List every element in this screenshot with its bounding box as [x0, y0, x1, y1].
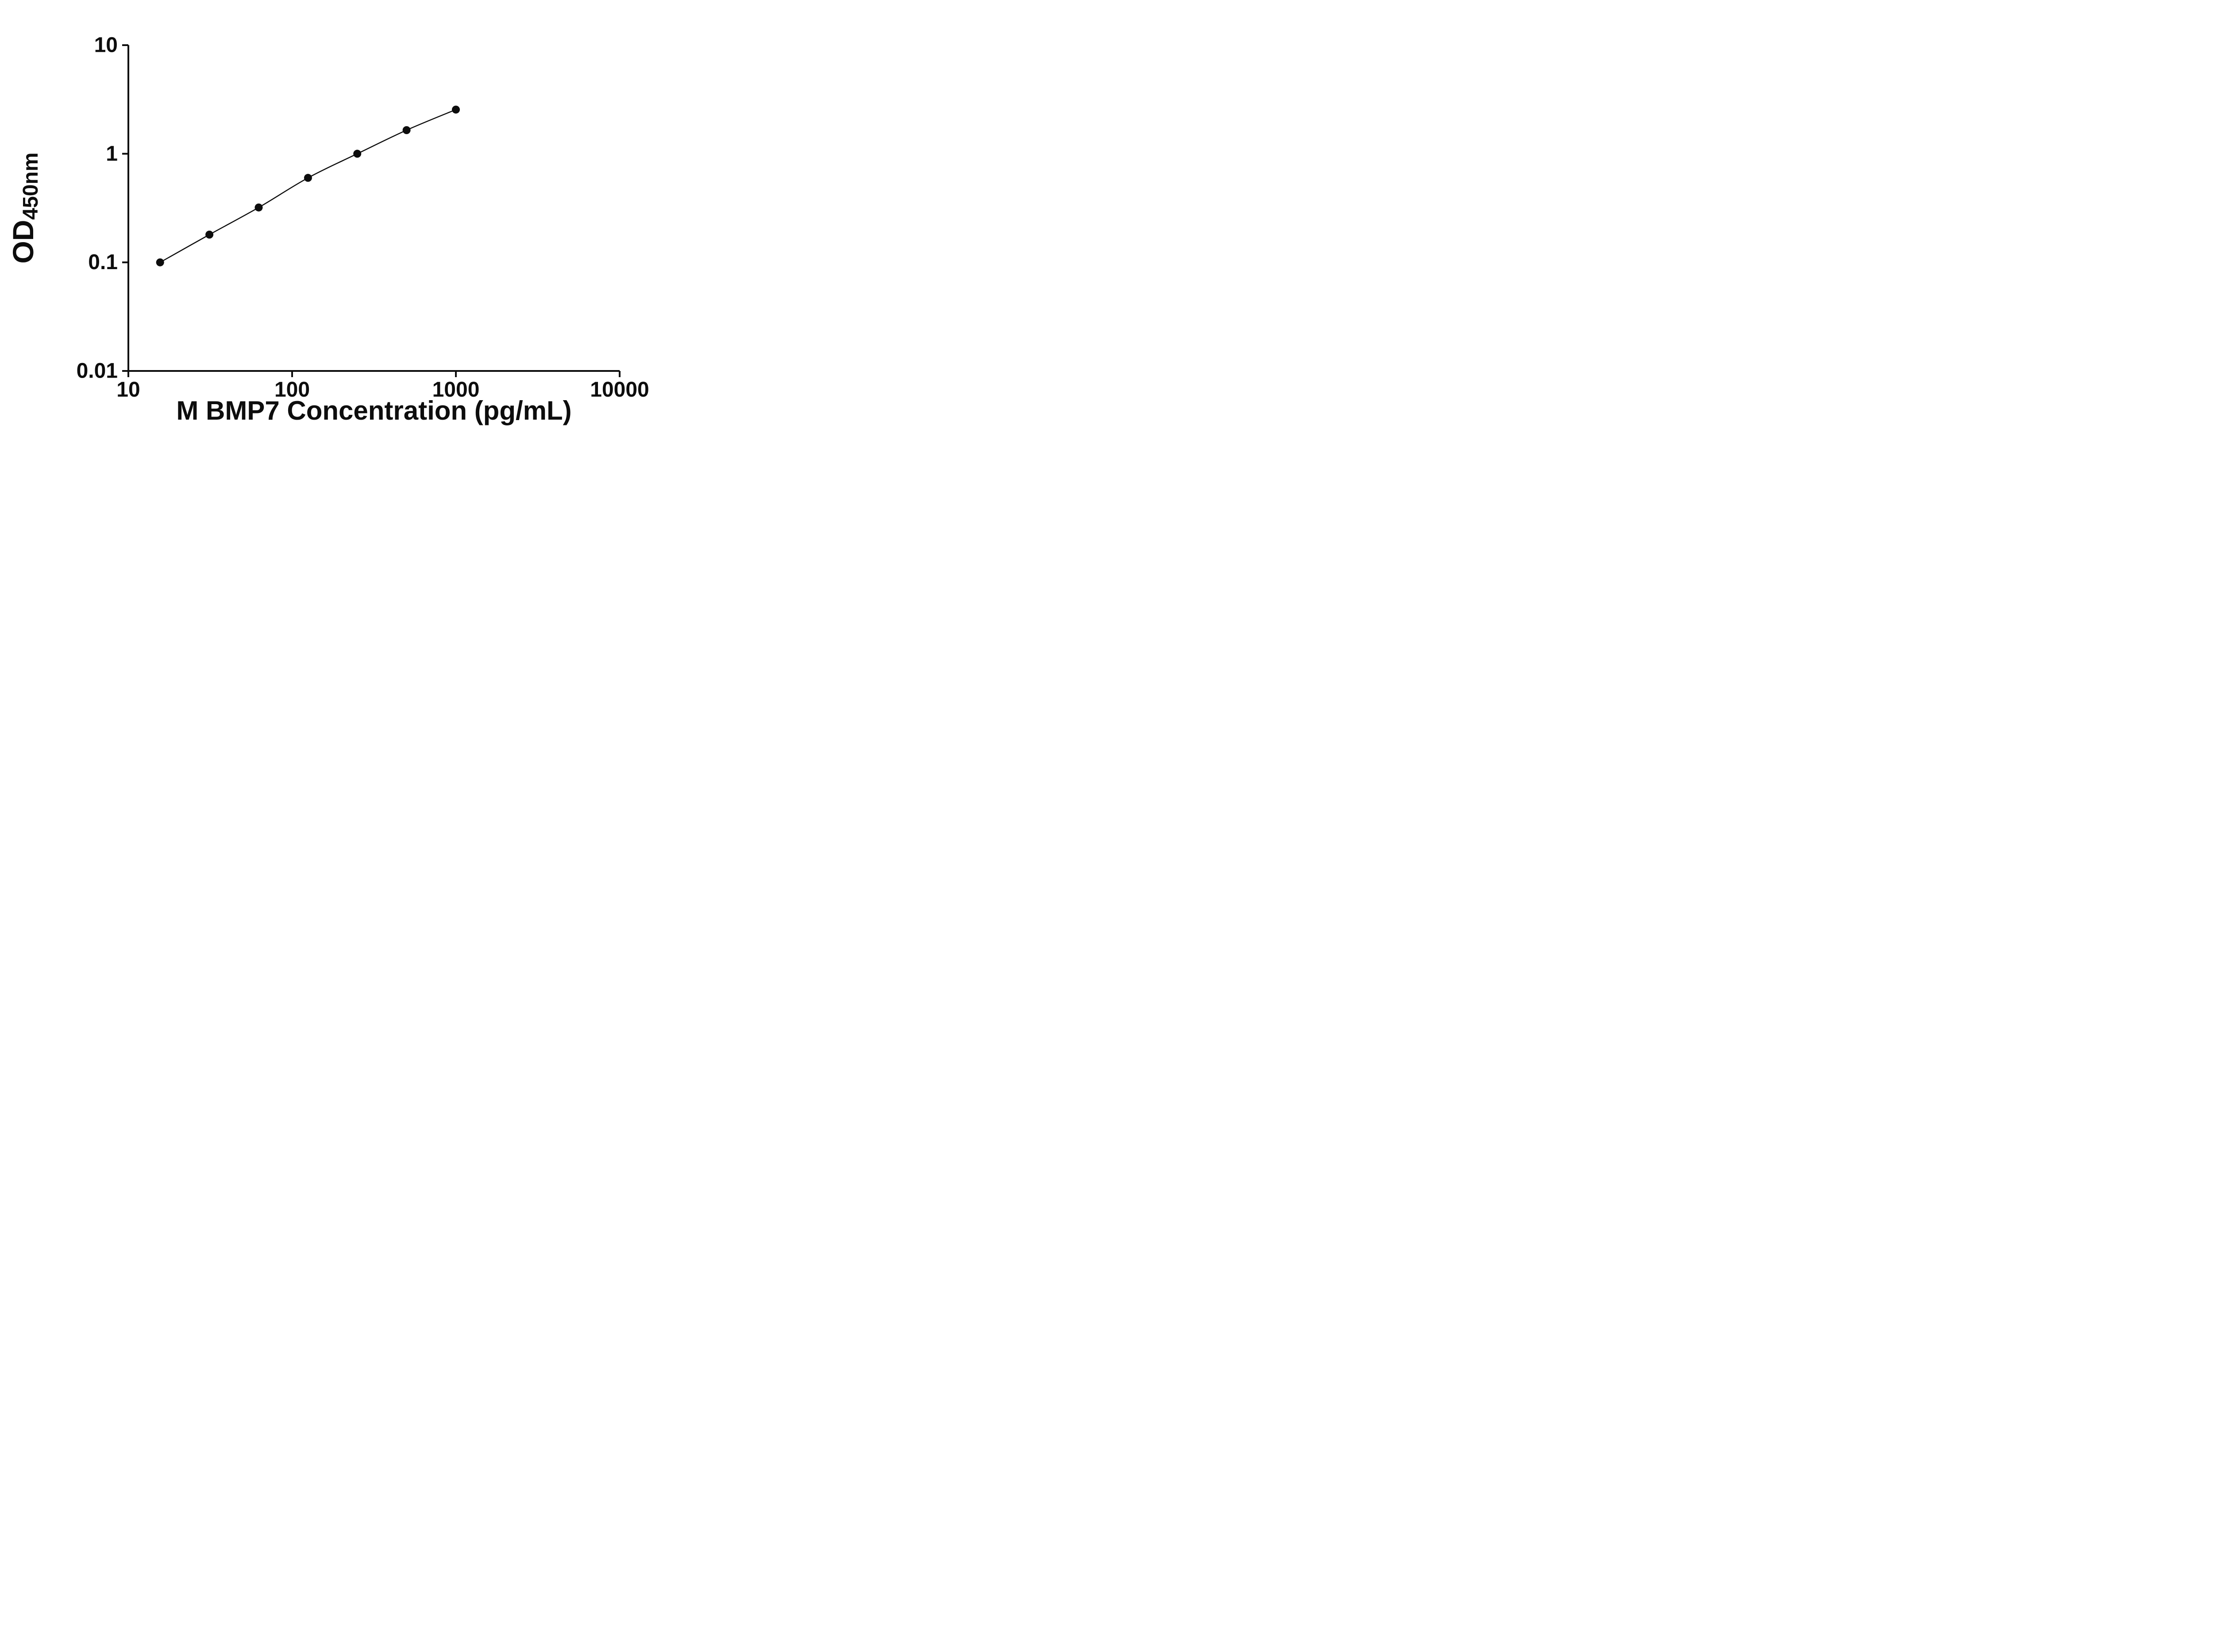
- standard-curve-line: [160, 109, 456, 263]
- chart-plot-area: 0.01 0.1 1 10 10 100 1000 10000: [77, 34, 649, 402]
- elisa-standard-curve-figure: 0.01 0.1 1 10 10 100 1000 10000 M BMP7 Concentr…: [0, 0, 682, 496]
- data-point-2: [205, 231, 214, 239]
- data-point-4: [304, 174, 312, 182]
- y-tick-label-10: 10: [94, 34, 118, 57]
- y-tick-label-0.01: 0.01: [77, 359, 118, 383]
- y-axis-title-main: OD: [7, 220, 39, 264]
- x-tick-label-10000: 10000: [590, 378, 649, 401]
- x-tick-label-10: 10: [116, 378, 140, 401]
- x-tick-label-100: 100: [274, 378, 310, 401]
- data-point-6: [402, 126, 411, 134]
- x-axis-title: M BMP7 Concentration (pg/mL): [176, 396, 572, 425]
- data-point-5: [353, 150, 362, 158]
- y-tick-label-1: 1: [106, 142, 118, 166]
- y-tick-label-0.1: 0.1: [88, 251, 118, 274]
- x-tick-label-1000: 1000: [432, 378, 480, 401]
- y-axis-title-subscript: 450nm: [19, 152, 42, 220]
- y-axis-title: OD450nm: [7, 152, 42, 264]
- data-point-3: [254, 203, 263, 212]
- data-point-1: [156, 258, 164, 266]
- data-point-7: [452, 105, 460, 114]
